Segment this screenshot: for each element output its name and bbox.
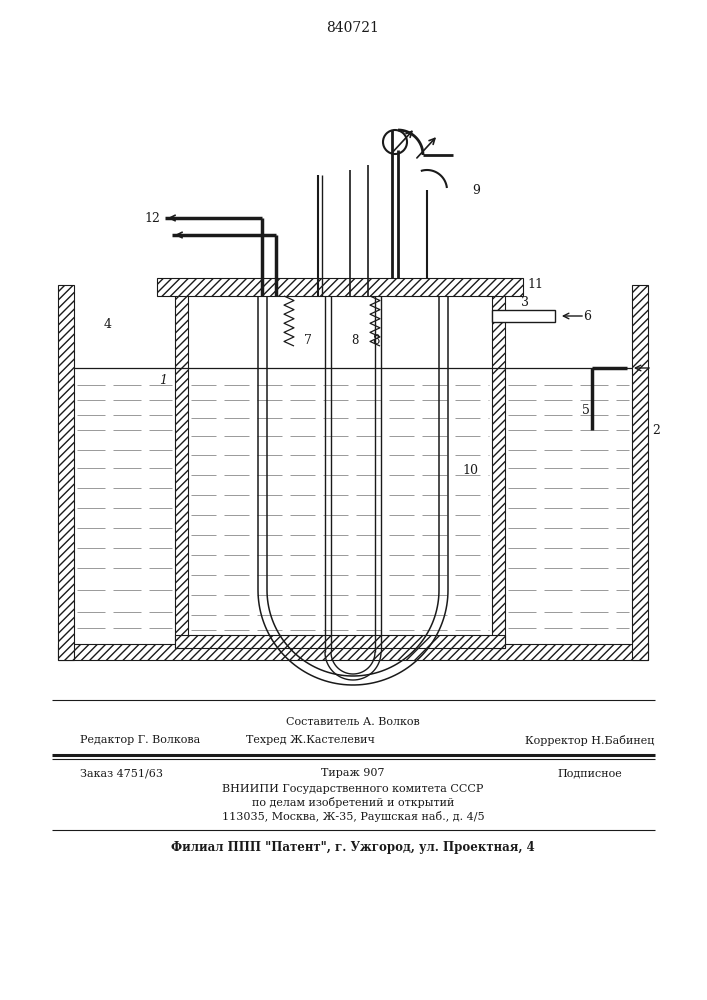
- Text: ВНИИПИ Государственного комитета СССР: ВНИИПИ Государственного комитета СССР: [222, 784, 484, 794]
- Text: 9: 9: [472, 184, 480, 196]
- Text: 11: 11: [527, 277, 543, 290]
- Text: 113035, Москва, Ж-35, Раушская наб., д. 4/5: 113035, Москва, Ж-35, Раушская наб., д. …: [222, 812, 484, 822]
- Text: 8: 8: [351, 334, 358, 347]
- Text: 1: 1: [159, 373, 167, 386]
- Bar: [492, 285, 505, 648]
- Bar: [632, 285, 648, 660]
- Text: 2: 2: [652, 424, 660, 436]
- Text: Филиал ППП "Патент", г. Ужгород, ул. Проектная, 4: Филиал ППП "Патент", г. Ужгород, ул. Про…: [171, 842, 535, 854]
- Bar: [175, 285, 188, 648]
- Bar: [492, 310, 555, 322]
- Text: 10: 10: [462, 464, 478, 477]
- Text: Корректор Н.Бабинец: Корректор Н.Бабинец: [525, 734, 655, 746]
- Bar: [157, 278, 523, 296]
- Text: Подписное: Подписное: [558, 768, 622, 778]
- Bar: [58, 644, 648, 660]
- Text: 8: 8: [372, 334, 380, 347]
- Text: 3: 3: [521, 296, 529, 308]
- Text: 12: 12: [144, 212, 160, 225]
- Text: 7: 7: [304, 334, 312, 347]
- Text: 6: 6: [583, 310, 591, 322]
- Text: Заказ 4751/63: Заказ 4751/63: [80, 768, 163, 778]
- Text: Редактор Г. Волкова: Редактор Г. Волкова: [80, 735, 200, 745]
- Text: 5: 5: [582, 403, 590, 416]
- Text: Тираж 907: Тираж 907: [321, 768, 385, 778]
- Bar: [58, 285, 74, 660]
- Text: 4: 4: [104, 318, 112, 332]
- Text: по делам изобретений и открытий: по делам изобретений и открытий: [252, 798, 454, 808]
- Text: Техред Ж.Кастелевич: Техред Ж.Кастелевич: [245, 735, 375, 745]
- Text: 840721: 840721: [327, 21, 380, 35]
- Bar: [175, 635, 505, 648]
- Text: Составитель А. Волков: Составитель А. Волков: [286, 717, 420, 727]
